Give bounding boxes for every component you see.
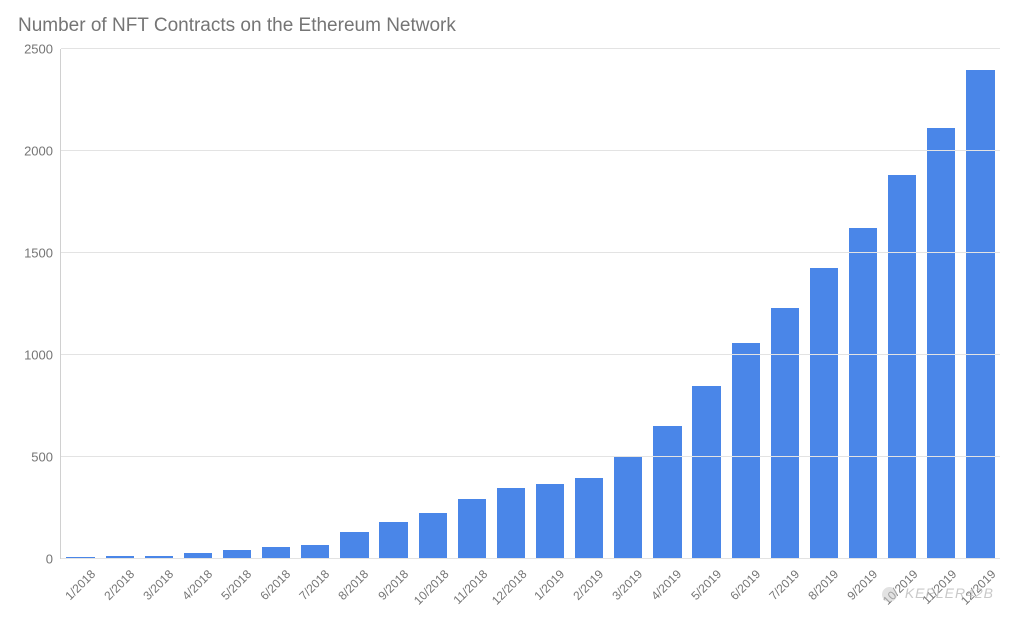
bar-slot: 7/2019 (765, 49, 804, 559)
y-tick-label: 2500 (24, 42, 61, 57)
bar (810, 268, 838, 559)
bar-series: 1/20182/20183/20184/20185/20186/20187/20… (61, 49, 1000, 559)
x-tick-label: 5/2019 (688, 567, 724, 603)
x-tick-label: 2/2018 (101, 567, 137, 603)
gridline (61, 456, 1000, 457)
bar-slot: 6/2019 (726, 49, 765, 559)
bar-slot: 10/2018 (413, 49, 452, 559)
bar (419, 513, 447, 559)
x-tick-label: 5/2018 (218, 567, 254, 603)
y-tick-label: 500 (31, 450, 61, 465)
x-tick-label: 8/2019 (805, 567, 841, 603)
bar-slot: 8/2019 (804, 49, 843, 559)
bar-slot: 3/2018 (139, 49, 178, 559)
bar-slot: 10/2019 (883, 49, 922, 559)
bar-slot: 12/2018 (491, 49, 530, 559)
x-tick-label: 8/2018 (336, 567, 372, 603)
bar (888, 175, 916, 559)
bar-slot: 9/2018 (374, 49, 413, 559)
chart-area: 1/20182/20183/20184/20185/20186/20187/20… (10, 49, 1000, 614)
x-tick-label: 10/2019 (880, 567, 921, 608)
bar-slot: 8/2018 (335, 49, 374, 559)
bar-slot: 6/2018 (257, 49, 296, 559)
gridline (61, 150, 1000, 151)
gridline (61, 252, 1000, 253)
x-tick-label: 1/2019 (531, 567, 567, 603)
x-tick-label: 1/2018 (62, 567, 98, 603)
bar-slot: 11/2019 (922, 49, 961, 559)
bar-slot: 7/2018 (296, 49, 335, 559)
bar-slot: 4/2018 (178, 49, 217, 559)
bar-slot: 2/2019 (570, 49, 609, 559)
bar (379, 522, 407, 559)
bar-slot: 5/2018 (218, 49, 257, 559)
plot-area: 1/20182/20183/20184/20185/20186/20187/20… (60, 49, 1000, 559)
bar-slot: 4/2019 (648, 49, 687, 559)
bar-slot: 5/2019 (687, 49, 726, 559)
bar (340, 532, 368, 559)
x-tick-label: 11/2019 (920, 567, 960, 607)
gridline (61, 354, 1000, 355)
bar (771, 308, 799, 559)
bar (966, 70, 994, 559)
gridline (61, 558, 1000, 559)
x-tick-label: 4/2019 (649, 567, 685, 603)
x-tick-label: 12/2018 (489, 567, 530, 608)
x-tick-label: 6/2019 (727, 567, 763, 603)
x-tick-label: 9/2019 (844, 567, 880, 603)
bar (614, 457, 642, 559)
bar-slot: 9/2019 (844, 49, 883, 559)
chart-title: Number of NFT Contracts on the Ethereum … (18, 15, 1004, 37)
bar (536, 484, 564, 559)
bar (653, 426, 681, 559)
x-tick-label: 3/2018 (140, 567, 176, 603)
bar-slot: 1/2018 (61, 49, 100, 559)
y-tick-label: 0 (46, 552, 61, 567)
x-tick-label: 7/2018 (297, 567, 333, 603)
bar-slot: 2/2018 (100, 49, 139, 559)
x-tick-label: 6/2018 (258, 567, 294, 603)
x-tick-label: 4/2018 (179, 567, 215, 603)
bar (458, 499, 486, 559)
x-tick-label: 11/2018 (450, 567, 490, 607)
y-tick-label: 1500 (24, 246, 61, 261)
bar (927, 128, 955, 559)
bar (849, 228, 877, 560)
y-tick-label: 1000 (24, 348, 61, 363)
bar (301, 545, 329, 559)
y-tick-label: 2000 (24, 144, 61, 159)
bar (497, 488, 525, 559)
x-tick-label: 2/2019 (571, 567, 607, 603)
bar-slot: 12/2019 (961, 49, 1000, 559)
x-tick-label: 10/2018 (411, 567, 452, 608)
bar (732, 343, 760, 559)
bar-slot: 3/2019 (609, 49, 648, 559)
gridline (61, 48, 1000, 49)
bar (575, 478, 603, 559)
x-tick-label: 7/2019 (766, 567, 802, 603)
x-tick-label: 12/2019 (958, 567, 999, 608)
x-tick-label: 9/2018 (375, 567, 411, 603)
bar-slot: 11/2018 (452, 49, 491, 559)
bar-slot: 1/2019 (531, 49, 570, 559)
x-tick-label: 3/2019 (610, 567, 646, 603)
bar (692, 386, 720, 559)
